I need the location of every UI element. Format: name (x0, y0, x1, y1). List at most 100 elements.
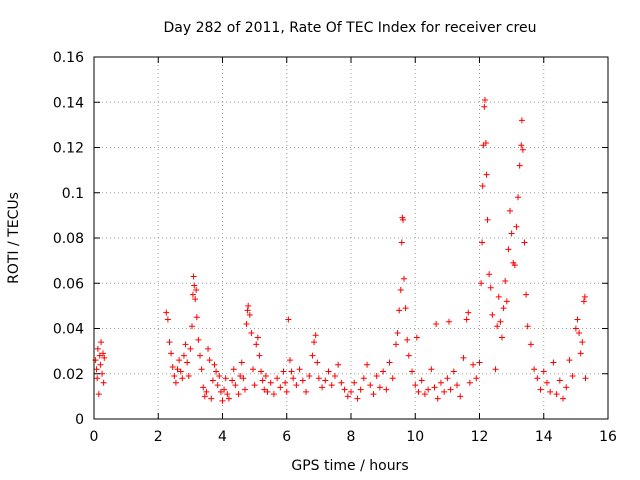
data-point (208, 395, 215, 402)
data-point (576, 330, 583, 337)
data-point (450, 368, 457, 375)
data-point (201, 393, 208, 400)
data-point (280, 368, 287, 375)
data-point (364, 361, 371, 368)
data-point (184, 359, 191, 366)
data-point (224, 391, 231, 398)
data-point (187, 345, 194, 352)
data-point (188, 323, 195, 330)
data-point (479, 239, 486, 246)
data-point (229, 377, 236, 384)
data-point (428, 366, 435, 373)
data-point (256, 352, 263, 359)
data-point (100, 379, 107, 386)
data-point (497, 318, 504, 325)
data-point (238, 359, 245, 366)
data-point (94, 345, 101, 352)
data-point (492, 366, 499, 373)
y-tick-label: 0 (75, 412, 84, 428)
data-point (185, 373, 192, 380)
data-point (277, 384, 284, 391)
data-point (322, 377, 329, 384)
data-point (553, 391, 560, 398)
data-point (315, 375, 322, 382)
data-point (217, 388, 224, 395)
data-point (258, 368, 265, 375)
data-point (172, 379, 179, 386)
data-point (434, 395, 441, 402)
data-point (192, 296, 199, 303)
data-point (519, 146, 526, 153)
data-point (447, 386, 454, 393)
data-point (95, 391, 102, 398)
data-point (425, 386, 432, 393)
data-point (513, 223, 520, 230)
data-point (580, 298, 587, 305)
x-tick-label: 8 (347, 429, 356, 445)
y-tick-label: 0.1 (62, 186, 84, 202)
data-point (197, 352, 204, 359)
data-point (421, 391, 428, 398)
data-point (563, 384, 570, 391)
data-point (225, 395, 232, 402)
data-point (101, 354, 108, 361)
data-point (250, 366, 257, 373)
data-point (431, 384, 438, 391)
data-point (328, 382, 335, 389)
y-tick-label: 0.04 (53, 322, 84, 338)
data-point (259, 377, 266, 384)
data-point (200, 384, 207, 391)
data-point (176, 357, 183, 364)
x-tick-label: 2 (154, 429, 163, 445)
data-point (521, 239, 528, 246)
data-point (357, 386, 364, 393)
data-point (494, 323, 501, 330)
data-point (216, 373, 223, 380)
data-point (531, 366, 538, 373)
data-point (274, 375, 281, 382)
data-point (306, 373, 313, 380)
data-point (314, 359, 321, 366)
data-point (540, 368, 547, 375)
data-point (582, 375, 589, 382)
data-point (524, 323, 531, 330)
data-point (344, 393, 351, 400)
y-tick-label: 0.02 (53, 367, 84, 383)
data-point (444, 375, 451, 382)
data-point (500, 305, 507, 312)
data-point (445, 318, 452, 325)
data-point (503, 298, 510, 305)
data-point (94, 375, 101, 382)
data-point (182, 341, 189, 348)
x-tick-label: 4 (218, 429, 227, 445)
data-point (502, 277, 509, 284)
data-point (168, 350, 175, 357)
data-point (267, 379, 274, 386)
data-point (241, 386, 248, 393)
data-point (373, 373, 380, 380)
x-tick-labels: 0 2 4 6 8 10 12 14 16 (90, 429, 617, 445)
data-point (481, 103, 488, 110)
data-point (99, 370, 106, 377)
data-point (405, 352, 412, 359)
data-point (254, 334, 261, 341)
data-point (487, 284, 494, 291)
data-point (293, 382, 300, 389)
data-point (402, 305, 409, 312)
data-point (351, 379, 358, 386)
data-point (253, 341, 260, 348)
data-point (498, 334, 505, 341)
chart-title: Day 282 of 2011, Rate Of TEC Index for r… (163, 20, 536, 36)
data-point (230, 366, 237, 373)
data-point (484, 216, 491, 223)
data-point (579, 339, 586, 346)
y-tick-label: 0.06 (53, 276, 84, 292)
data-point (511, 262, 518, 269)
data-point (516, 162, 523, 169)
data-point (495, 293, 502, 300)
data-point (222, 375, 229, 382)
data-point (479, 182, 486, 189)
data-point (404, 336, 411, 343)
data-point (577, 350, 584, 357)
